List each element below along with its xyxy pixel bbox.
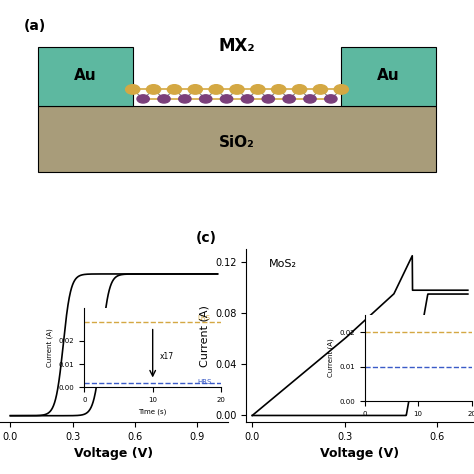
Text: Au: Au (377, 68, 400, 83)
Circle shape (241, 95, 254, 103)
Circle shape (220, 95, 233, 103)
Bar (38, 47, 133, 106)
Text: MoS₂: MoS₂ (269, 258, 297, 269)
Circle shape (334, 85, 348, 94)
Text: (a): (a) (24, 19, 46, 33)
Y-axis label: Current (A): Current (A) (200, 305, 210, 366)
Bar (341, 47, 436, 106)
Circle shape (126, 85, 140, 94)
Circle shape (179, 95, 191, 103)
Circle shape (137, 95, 149, 103)
Circle shape (230, 85, 244, 94)
Circle shape (283, 95, 295, 103)
Circle shape (200, 95, 212, 103)
Circle shape (251, 85, 265, 94)
Circle shape (325, 95, 337, 103)
Text: SiO₂: SiO₂ (219, 135, 255, 150)
Circle shape (167, 85, 182, 94)
X-axis label: Voltage (V): Voltage (V) (320, 447, 400, 460)
Circle shape (292, 85, 307, 94)
Circle shape (272, 85, 286, 94)
Bar (38, 106, 436, 172)
X-axis label: Voltage (V): Voltage (V) (74, 447, 154, 460)
Circle shape (262, 95, 274, 103)
Text: Au: Au (74, 68, 97, 83)
Text: (c): (c) (196, 231, 217, 246)
Circle shape (146, 85, 161, 94)
Text: MX₂: MX₂ (219, 37, 255, 55)
Circle shape (209, 85, 223, 94)
Circle shape (158, 95, 170, 103)
Circle shape (188, 85, 202, 94)
Circle shape (313, 85, 328, 94)
Circle shape (304, 95, 316, 103)
